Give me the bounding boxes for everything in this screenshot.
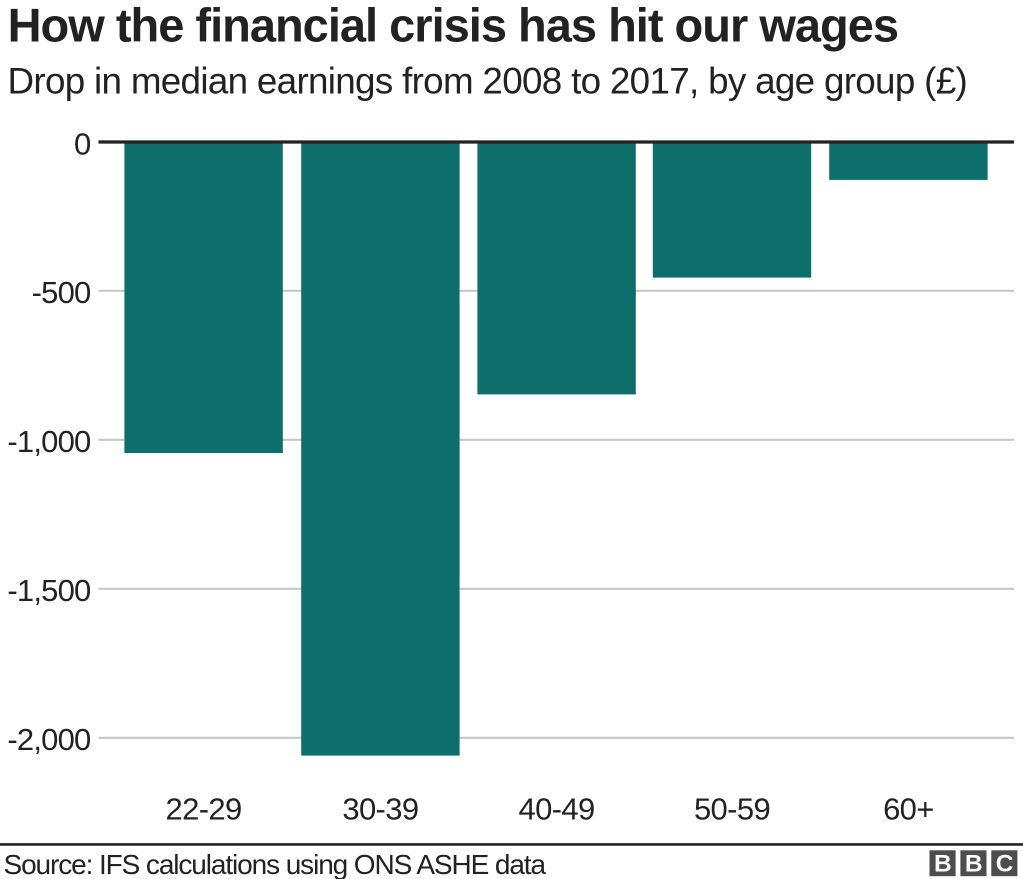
svg-text:-500: -500	[32, 275, 91, 310]
svg-text:60+: 60+	[883, 792, 934, 827]
svg-text:22-29: 22-29	[166, 792, 242, 827]
svg-text:B: B	[965, 851, 983, 878]
svg-text:-1,500: -1,500	[7, 573, 91, 608]
svg-text:How the financial crisis has h: How the financial crisis has hit our wag…	[8, 0, 898, 51]
svg-text:-2,000: -2,000	[7, 722, 91, 757]
svg-text:30-39: 30-39	[342, 792, 418, 827]
svg-text:Source: IFS calculations using: Source: IFS calculations using ONS ASHE …	[4, 849, 547, 879]
svg-text:Drop in median earnings from 2: Drop in median earnings from 2008 to 201…	[8, 61, 968, 102]
svg-text:C: C	[996, 851, 1014, 878]
svg-text:50-59: 50-59	[694, 792, 770, 827]
svg-text:40-49: 40-49	[519, 792, 595, 827]
svg-text:-1,000: -1,000	[7, 424, 91, 459]
svg-text:0: 0	[74, 127, 91, 162]
svg-text:B: B	[934, 851, 952, 878]
